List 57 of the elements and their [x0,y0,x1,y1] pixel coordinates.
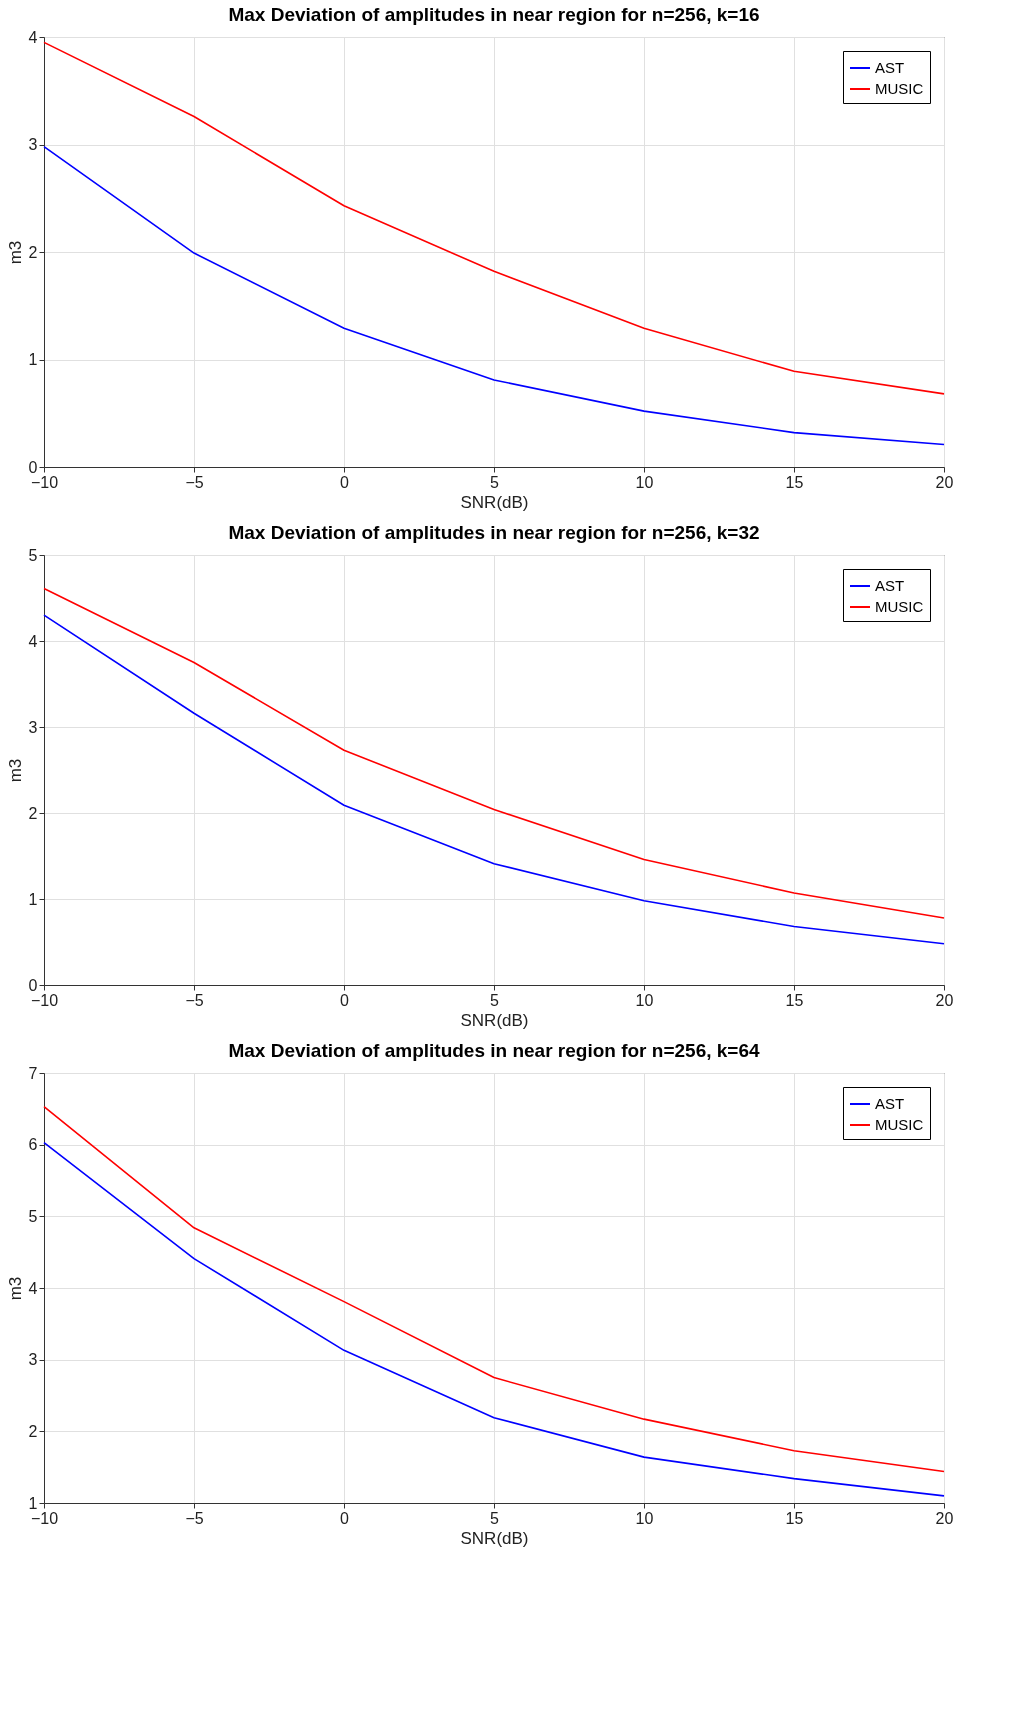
y-tick-label: 4 [28,632,38,650]
y-tick-label: 1 [28,890,38,908]
y-tick-label: 7 [28,1064,38,1082]
legend-label: MUSIC [875,1116,924,1133]
legend-label: MUSIC [875,80,924,97]
x-tick-label: 15 [785,1509,804,1527]
x-tick-label: 15 [785,991,804,1009]
x-tick-label: 15 [785,473,804,491]
chart-title: Max Deviation of amplitudes in near region for n=256, k=32 [228,522,760,543]
x-tick-label: 0 [340,473,350,491]
legend-label: AST [875,1095,905,1112]
y-tick-label: 5 [28,546,38,564]
y-tick-label: 1 [28,351,38,368]
x-tick-label: 0 [340,1509,350,1527]
y-axis-title: m3 [5,1276,25,1301]
legend-label: MUSIC [875,598,924,615]
x-tick-label: −5 [185,991,204,1009]
y-tick-label: 2 [28,1422,38,1440]
y-tick-label: 0 [28,458,38,476]
line-series [43,1141,945,1497]
x-tick-label: −5 [185,1509,204,1527]
x-tick-label: 5 [490,991,500,1009]
y-axis-title: m3 [5,758,25,783]
x-tick-label: 20 [935,1509,954,1527]
x-tick-label: 0 [340,991,350,1009]
y-tick-label: 2 [28,243,38,261]
line-series [43,145,945,446]
y-axis-title: m3 [5,240,25,265]
x-tick-label: −10 [30,991,59,1009]
y-tick-label: 5 [28,1207,38,1225]
x-tick-label: −10 [30,1509,59,1527]
x-tick-label: 20 [935,991,954,1009]
y-tick-label: 2 [28,804,38,822]
y-tick-label: 3 [28,1351,38,1369]
x-axis-title: SNR(dB) [460,1528,529,1548]
line-series [43,41,945,395]
chart-title: Max Deviation of amplitudes in near region for n=256, k=16 [228,4,760,25]
y-tick-label: 4 [28,28,38,46]
y-tick-label: 6 [28,1136,38,1154]
x-tick-label: −5 [185,473,204,491]
legend-label: AST [875,59,905,76]
x-tick-label: 5 [490,1509,500,1527]
chart-title: Max Deviation of amplitudes in near region for n=256, k=64 [228,1040,760,1061]
x-tick-label: −10 [30,473,59,491]
x-tick-label: 5 [490,473,500,491]
y-tick-label: 3 [28,718,38,736]
y-tick-label: 1 [28,1494,38,1512]
legend-label: AST [875,577,905,594]
x-tick-label: 10 [635,473,654,491]
x-axis-title: SNR(dB) [460,1010,529,1030]
x-axis-title: SNR(dB) [460,492,529,512]
x-tick-label: 20 [935,473,954,491]
y-tick-label: 4 [28,1279,38,1297]
x-tick-label: 10 [635,1509,654,1527]
y-tick-label: 3 [28,136,38,153]
y-tick-label: 0 [28,976,38,994]
x-tick-label: 10 [635,991,654,1009]
